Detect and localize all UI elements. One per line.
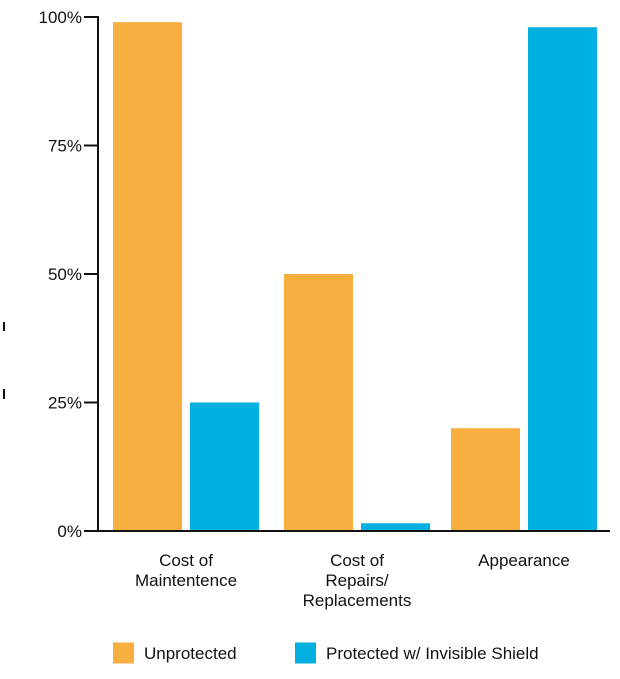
legend-swatch: [113, 642, 134, 664]
x-category-label: Cost of Maintentence: [135, 551, 237, 590]
bar-protected-2: [528, 27, 597, 532]
y-tick-label: 50%: [48, 265, 82, 284]
y-tick-label: 0%: [57, 522, 82, 541]
legend-label: Unprotected: [144, 644, 237, 663]
y-tick-label: 100%: [39, 8, 82, 27]
bar-unprotected-2: [451, 428, 520, 531]
bar-unprotected-0: [113, 22, 182, 531]
bar-unprotected-1: [284, 274, 353, 531]
cropped-mark-bottom: [3, 389, 5, 399]
bar-protected-1: [361, 523, 430, 531]
y-axis: 0% 25% 50% 75% 100%: [39, 8, 99, 541]
x-category-label: Appearance: [478, 551, 570, 570]
cropped-mark-top: [3, 322, 5, 331]
x-axis: Cost of Maintentence Cost of Repairs/Replac…: [97, 530, 610, 610]
legend-label: Protected w/ Invisible Shield: [326, 644, 539, 663]
legend: Unprotected Protected w/ Invisible Shield: [113, 642, 539, 664]
legend-swatch: [295, 642, 316, 664]
x-category-label: Cost of Repairs/Replacements: [303, 551, 412, 610]
y-tick-label: 25%: [48, 394, 82, 413]
bars: [113, 22, 597, 532]
bar-protected-0: [190, 402, 259, 531]
y-tick-label: 75%: [48, 137, 82, 156]
